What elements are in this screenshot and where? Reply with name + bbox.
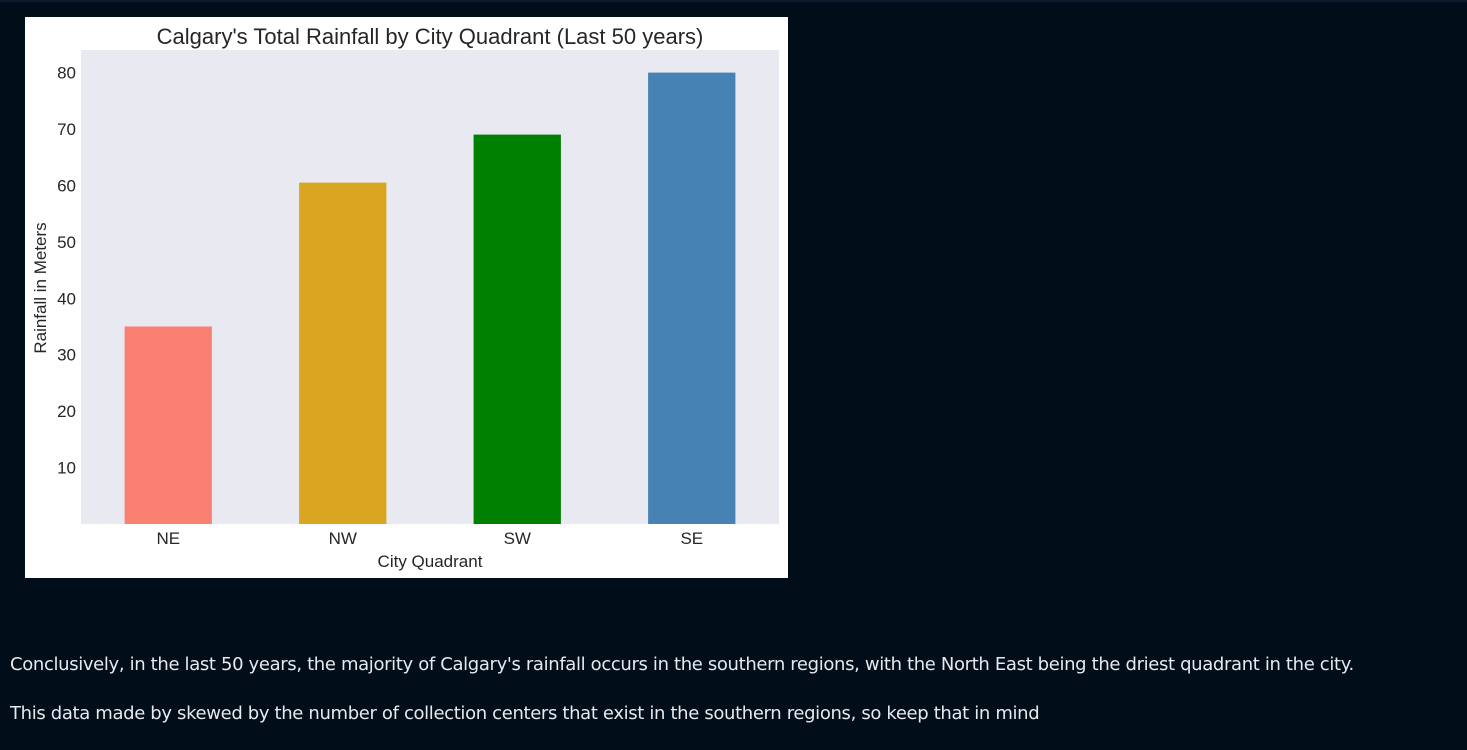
y-tick-label-30: 30 bbox=[57, 346, 76, 365]
y-tick-label-40: 40 bbox=[57, 289, 76, 308]
x-tick-label-sw: SW bbox=[504, 529, 531, 548]
bar-se bbox=[648, 72, 736, 524]
chart-title: Calgary's Total Rainfall by City Quadran… bbox=[157, 24, 704, 49]
caveat-text: This data made by skewed by the number o… bbox=[10, 703, 1040, 724]
x-tick-label-ne: NE bbox=[156, 529, 180, 548]
y-tick-label-50: 50 bbox=[57, 233, 76, 252]
y-tick-label-20: 20 bbox=[57, 402, 76, 421]
x-axis-label: City Quadrant bbox=[378, 552, 483, 571]
bar-sw bbox=[473, 134, 561, 524]
bar-ne bbox=[124, 326, 212, 524]
conclusion-text: Conclusively, in the last 50 years, the … bbox=[10, 654, 1354, 675]
y-tick-label-60: 60 bbox=[57, 176, 76, 195]
y-axis-ticks: 10 20 30 40 50 60 70 80 bbox=[57, 64, 76, 478]
chart-figure: Calgary's Total Rainfall by City Quadran… bbox=[25, 17, 788, 578]
bar-nw bbox=[299, 182, 387, 524]
x-tick-label-nw: NW bbox=[329, 529, 357, 548]
bar-chart: Calgary's Total Rainfall by City Quadran… bbox=[31, 24, 779, 571]
y-tick-label-70: 70 bbox=[57, 120, 76, 139]
bars-group bbox=[124, 72, 736, 524]
y-tick-label-10: 10 bbox=[57, 459, 76, 478]
x-tick-label-se: SE bbox=[680, 529, 703, 548]
y-axis-label: Rainfall in Meters bbox=[31, 222, 50, 353]
top-border bbox=[0, 0, 1467, 2]
x-axis-ticks: NE NW SW SE bbox=[156, 529, 703, 548]
y-tick-label-80: 80 bbox=[57, 64, 76, 83]
